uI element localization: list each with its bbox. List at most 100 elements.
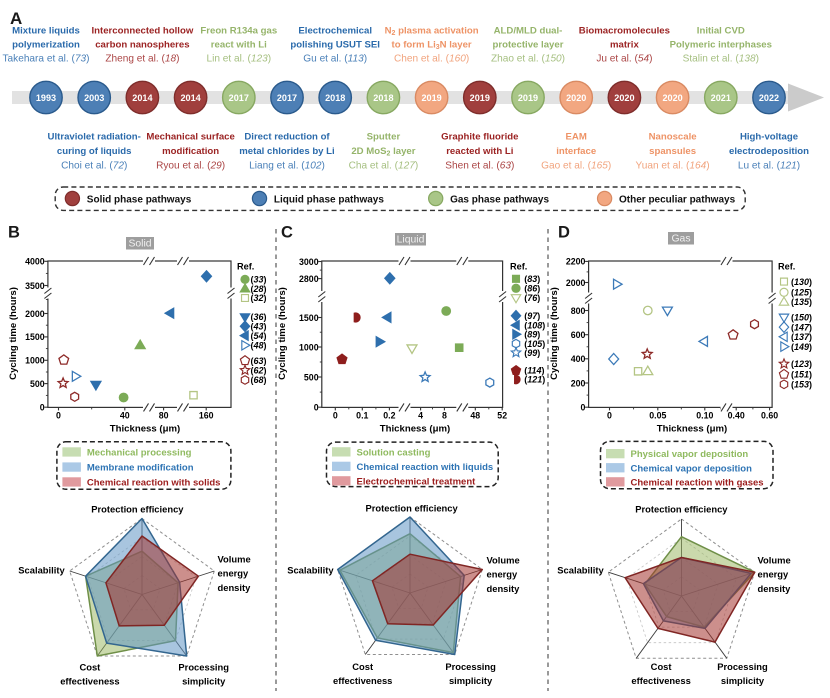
svg-text:2019: 2019 xyxy=(421,93,441,103)
svg-text:reacted with Li: reacted with Li xyxy=(446,146,513,157)
svg-text:1500: 1500 xyxy=(25,332,45,342)
svg-text:0.1: 0.1 xyxy=(356,410,368,420)
svg-text:(151): (151) xyxy=(791,370,812,380)
svg-text:Solid: Solid xyxy=(128,239,151,250)
svg-text:Scalability: Scalability xyxy=(287,565,334,576)
svg-text:Ref.: Ref. xyxy=(510,262,527,272)
svg-text:Processing: Processing xyxy=(178,662,229,673)
svg-text:(130): (130) xyxy=(791,277,812,287)
svg-text:react with Li: react with Li xyxy=(211,40,267,51)
svg-text:Thickness (μm): Thickness (μm) xyxy=(657,423,727,434)
svg-text:3000: 3000 xyxy=(299,257,319,267)
svg-text:spansules: spansules xyxy=(649,146,696,157)
svg-text:(68): (68) xyxy=(251,375,267,385)
svg-text:(83): (83) xyxy=(524,274,540,284)
svg-text:Mechanical processing: Mechanical processing xyxy=(87,448,192,459)
svg-text:Cost: Cost xyxy=(651,661,672,672)
svg-text:0.60: 0.60 xyxy=(761,410,778,420)
svg-text:1500: 1500 xyxy=(299,313,319,323)
svg-text:(153): (153) xyxy=(791,380,812,390)
svg-text:electrodeposition: electrodeposition xyxy=(729,146,809,157)
svg-text:(76): (76) xyxy=(524,293,540,303)
svg-text:energy: energy xyxy=(218,568,250,579)
svg-text:0: 0 xyxy=(40,403,45,413)
svg-text:Liquid phase pathways: Liquid phase pathways xyxy=(274,194,384,205)
svg-text:(105): (105) xyxy=(524,339,545,349)
svg-text:EAM: EAM xyxy=(566,131,587,142)
svg-text:Cha et al. (127): Cha et al. (127) xyxy=(349,161,419,172)
svg-text:Sputter: Sputter xyxy=(367,131,401,142)
svg-text:matrix: matrix xyxy=(610,40,639,51)
svg-text:1000: 1000 xyxy=(25,356,45,366)
svg-text:Scalability: Scalability xyxy=(18,565,65,576)
svg-text:4: 4 xyxy=(418,410,423,420)
svg-text:Lin et al. (123): Lin et al. (123) xyxy=(207,54,272,65)
svg-text:Electrochemical treatment: Electrochemical treatment xyxy=(357,476,477,487)
svg-text:Direct reduction of: Direct reduction of xyxy=(244,131,330,142)
svg-text:density: density xyxy=(758,583,792,594)
svg-text:interface: interface xyxy=(556,146,596,157)
svg-text:0: 0 xyxy=(56,410,61,420)
svg-text:energy: energy xyxy=(758,569,790,580)
svg-text:1993: 1993 xyxy=(36,93,56,103)
svg-text:2020: 2020 xyxy=(566,93,586,103)
svg-text:D: D xyxy=(558,224,570,242)
svg-text:(108): (108) xyxy=(524,320,545,330)
svg-text:(137): (137) xyxy=(791,332,812,342)
svg-text:Freon R134a gas: Freon R134a gas xyxy=(200,26,277,37)
svg-text:energy: energy xyxy=(487,569,519,580)
svg-text:Chen et al. (160): Chen et al. (160) xyxy=(394,54,469,65)
svg-text:effectiveness: effectiveness xyxy=(631,675,690,686)
svg-text:Processing: Processing xyxy=(445,661,496,672)
svg-text:(62): (62) xyxy=(251,366,267,376)
svg-text:B: B xyxy=(8,224,20,242)
svg-text:Solid phase pathways: Solid phase pathways xyxy=(87,194,192,205)
svg-text:3500: 3500 xyxy=(25,281,45,291)
svg-text:Membrane modification: Membrane modification xyxy=(87,463,194,474)
svg-text:Nanoscale: Nanoscale xyxy=(649,131,697,142)
svg-text:Liquid: Liquid xyxy=(397,235,425,246)
svg-text:Stalin et al. (138): Stalin et al. (138) xyxy=(683,54,759,65)
svg-text:(123): (123) xyxy=(791,359,812,369)
svg-text:to form Li3N layer: to form Li3N layer xyxy=(392,40,472,52)
svg-text:52: 52 xyxy=(497,410,507,420)
svg-text:Thickness (μm): Thickness (μm) xyxy=(380,423,450,434)
svg-text:0: 0 xyxy=(333,410,338,420)
svg-text:80: 80 xyxy=(159,410,169,420)
svg-text:C: C xyxy=(281,224,293,242)
svg-text:800: 800 xyxy=(571,306,586,316)
svg-text:2018: 2018 xyxy=(373,93,393,103)
svg-text:500: 500 xyxy=(304,372,319,382)
svg-text:(36): (36) xyxy=(251,312,267,322)
svg-text:2017: 2017 xyxy=(229,93,249,103)
svg-text:Solution casting: Solution casting xyxy=(357,447,431,458)
svg-text:2020: 2020 xyxy=(614,93,634,103)
svg-text:2D MoS2 layer: 2D MoS2 layer xyxy=(351,146,415,158)
svg-text:simplicity: simplicity xyxy=(182,676,226,687)
svg-text:(97): (97) xyxy=(524,311,540,321)
svg-text:Ryou et al. (29): Ryou et al. (29) xyxy=(156,161,225,172)
svg-text:effectiveness: effectiveness xyxy=(333,675,392,686)
svg-text:0.2: 0.2 xyxy=(383,410,395,420)
svg-text:Volume: Volume xyxy=(758,555,791,566)
svg-text:Initial CVD: Initial CVD xyxy=(697,26,745,37)
svg-text:High-voltage: High-voltage xyxy=(740,131,798,142)
svg-text:Graphite fluoride: Graphite fluoride xyxy=(441,131,518,142)
svg-text:Choi et al. (72): Choi et al. (72) xyxy=(61,161,127,172)
svg-text:curing of liquids: curing of liquids xyxy=(57,146,132,157)
svg-text:Other peculiar pathways: Other peculiar pathways xyxy=(619,194,736,205)
svg-text:Cycling time (hours): Cycling time (hours) xyxy=(277,287,288,380)
svg-text:8: 8 xyxy=(442,410,447,420)
svg-text:Gas: Gas xyxy=(671,234,690,245)
svg-text:Mixture liquids: Mixture liquids xyxy=(12,26,80,37)
svg-text:(135): (135) xyxy=(791,297,812,307)
svg-text:Electrochemical: Electrochemical xyxy=(298,26,372,37)
svg-text:polishing USUT SEI: polishing USUT SEI xyxy=(290,40,380,51)
svg-text:Takehara et al. (73): Takehara et al. (73) xyxy=(3,54,90,65)
svg-text:400: 400 xyxy=(571,354,586,364)
svg-text:2022: 2022 xyxy=(759,93,779,103)
svg-text:2014: 2014 xyxy=(180,93,201,103)
svg-text:2021: 2021 xyxy=(711,93,731,103)
svg-text:0.05: 0.05 xyxy=(649,410,666,420)
svg-text:Zhao et al. (150): Zhao et al. (150) xyxy=(491,54,565,65)
